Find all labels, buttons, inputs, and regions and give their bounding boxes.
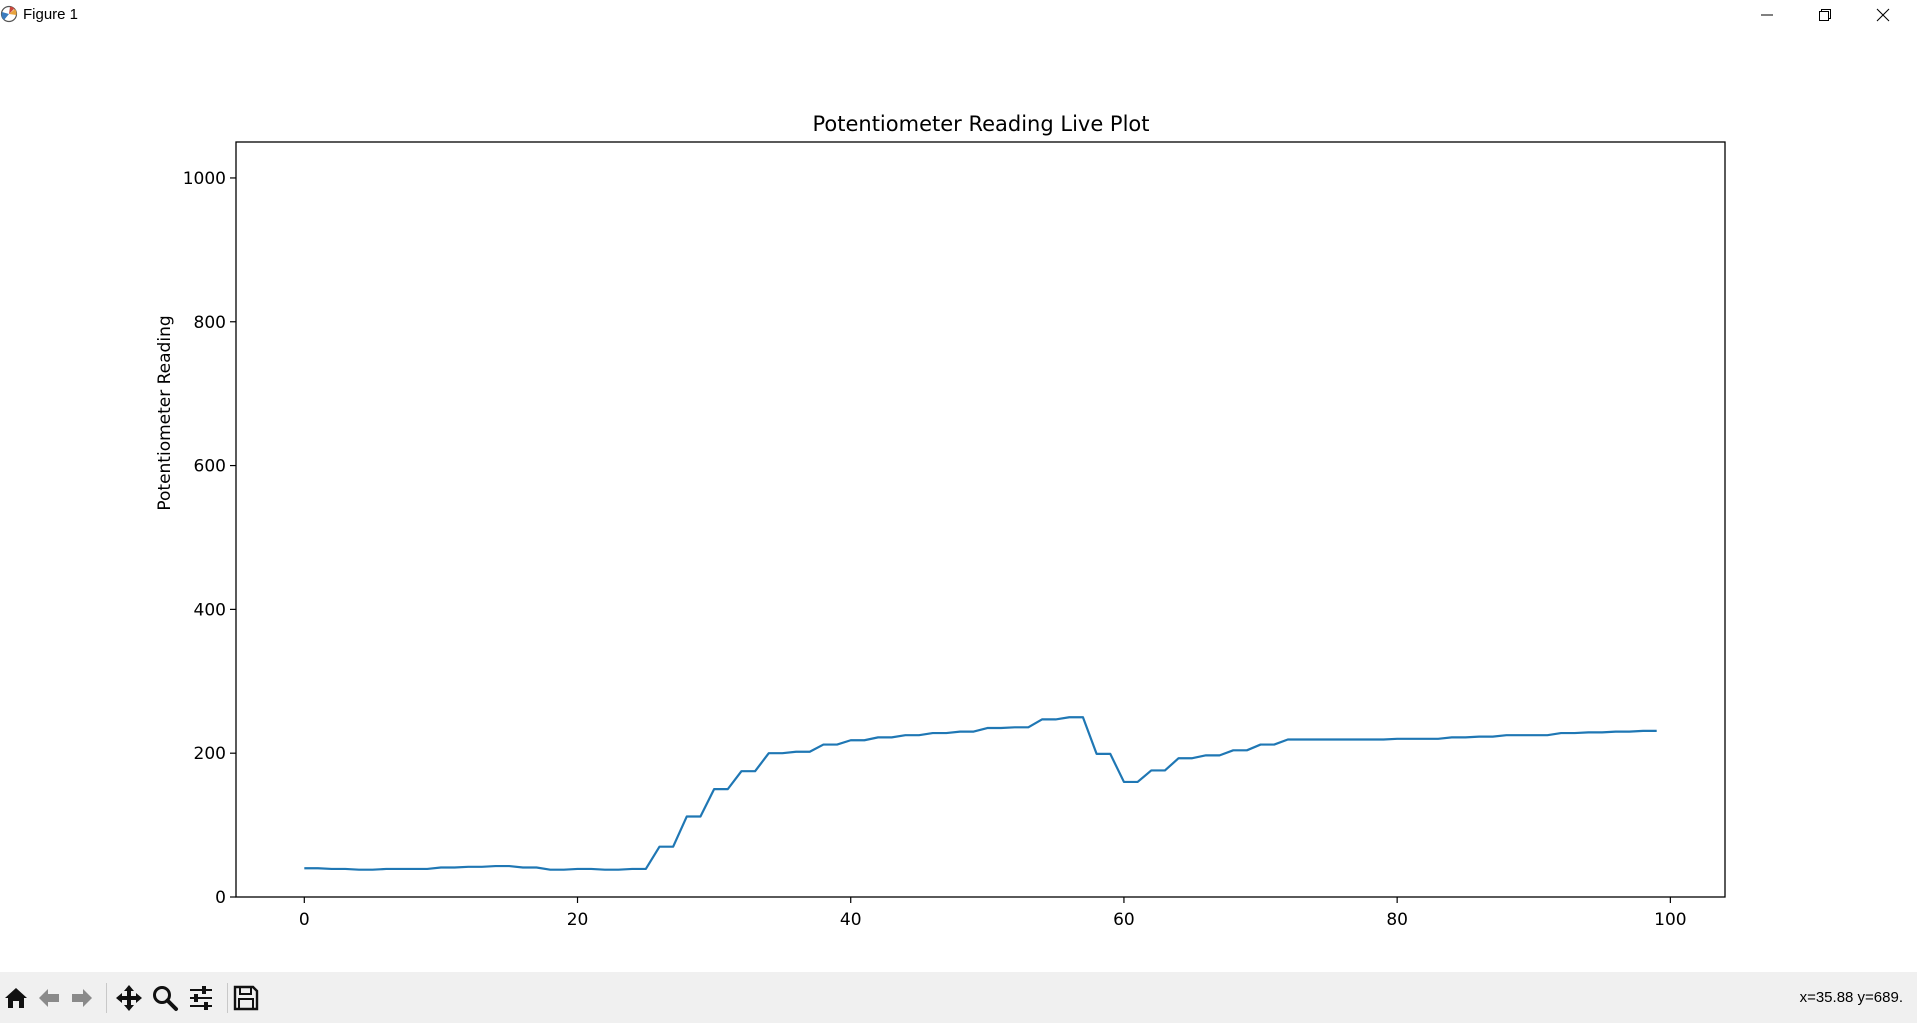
save-icon — [233, 985, 259, 1011]
y-tick-label: 600 — [194, 457, 226, 477]
matplotlib-icon — [0, 5, 18, 23]
save-button[interactable] — [230, 982, 262, 1014]
pan-button[interactable] — [113, 982, 145, 1014]
home-button[interactable] — [0, 982, 32, 1014]
close-icon — [1876, 8, 1890, 22]
y-axis: 0 200 400 600 800 1000 — [183, 169, 236, 908]
restore-icon — [1819, 9, 1831, 21]
x-axis: 0 20 40 60 80 100 — [299, 897, 1687, 930]
y-tick-label: 1000 — [183, 169, 226, 189]
toolbar-separator — [106, 983, 107, 1013]
configure-subplots-button[interactable] — [185, 982, 217, 1014]
x-tick-label: 40 — [840, 910, 862, 930]
title-bar[interactable]: Figure 1 — [0, 0, 1917, 30]
chart-title: Potentiometer Reading Live Plot — [812, 112, 1149, 136]
navigation-toolbar: x=35.88 y=689. — [0, 972, 1917, 1023]
cursor-coordinates: x=35.88 y=689. — [1799, 989, 1903, 1006]
figure-canvas[interactable]: Potentiometer Reading Live Plot Potentio… — [0, 30, 1917, 972]
x-tick-label: 20 — [567, 910, 589, 930]
arrow-left-icon — [39, 989, 59, 1007]
line-chart[interactable]: Potentiometer Reading Live Plot Potentio… — [0, 30, 1917, 972]
restore-button[interactable] — [1796, 0, 1854, 30]
y-tick-label: 0 — [215, 888, 226, 908]
sliders-icon — [190, 986, 212, 1010]
back-button[interactable] — [33, 982, 65, 1014]
toolbar-separator — [227, 983, 228, 1013]
home-icon — [5, 988, 27, 1008]
zoom-button[interactable] — [149, 982, 181, 1014]
x-tick-label: 60 — [1113, 910, 1135, 930]
window-title: Figure 1 — [23, 6, 79, 23]
move-icon — [116, 985, 142, 1011]
y-tick-label: 200 — [194, 744, 226, 764]
plot-frame — [235, 141, 1726, 898]
series-line — [304, 716, 1657, 871]
y-tick-label: 400 — [194, 600, 226, 620]
x-tick-label: 80 — [1386, 910, 1408, 930]
x-tick-label: 0 — [299, 910, 310, 930]
y-axis-label: Potentiometer Reading — [155, 315, 175, 510]
zoom-icon — [153, 986, 178, 1011]
minimize-button[interactable] — [1738, 0, 1796, 30]
y-tick-label: 800 — [194, 313, 226, 333]
close-button[interactable] — [1854, 0, 1912, 30]
minimize-icon — [1761, 14, 1773, 16]
forward-button[interactable] — [66, 982, 98, 1014]
x-tick-label: 100 — [1654, 910, 1686, 930]
arrow-right-icon — [72, 989, 92, 1007]
